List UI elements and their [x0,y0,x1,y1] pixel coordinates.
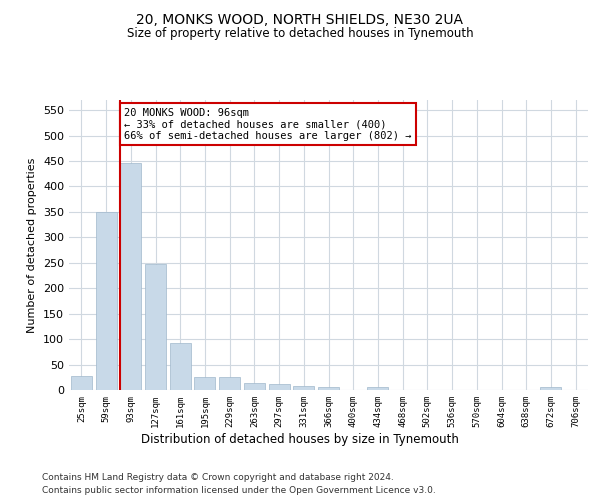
Text: Size of property relative to detached houses in Tynemouth: Size of property relative to detached ho… [127,28,473,40]
Text: 20, MONKS WOOD, NORTH SHIELDS, NE30 2UA: 20, MONKS WOOD, NORTH SHIELDS, NE30 2UA [137,12,464,26]
Bar [293,386,314,390]
Bar [219,378,240,390]
Bar [244,384,265,390]
Bar [170,342,191,390]
Bar [194,378,215,390]
Text: Contains public sector information licensed under the Open Government Licence v3: Contains public sector information licen… [42,486,436,495]
Bar [318,388,339,390]
Bar [367,388,388,390]
Bar [269,384,290,390]
Text: 20 MONKS WOOD: 96sqm
← 33% of detached houses are smaller (400)
66% of semi-deta: 20 MONKS WOOD: 96sqm ← 33% of detached h… [124,108,412,141]
Text: Contains HM Land Registry data © Crown copyright and database right 2024.: Contains HM Land Registry data © Crown c… [42,472,394,482]
Bar [120,162,141,390]
Bar [95,212,116,390]
Y-axis label: Number of detached properties: Number of detached properties [28,158,37,332]
Bar [145,264,166,390]
Bar [71,376,92,390]
Bar [541,388,562,390]
Text: Distribution of detached houses by size in Tynemouth: Distribution of detached houses by size … [141,432,459,446]
